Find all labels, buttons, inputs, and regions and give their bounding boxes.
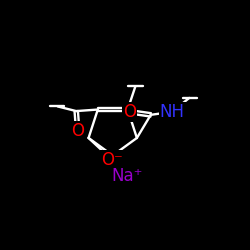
Text: O: O	[71, 122, 84, 140]
Text: O: O	[123, 103, 136, 121]
Text: Na⁺: Na⁺	[111, 168, 143, 186]
Text: NH: NH	[160, 103, 185, 121]
Text: O⁻: O⁻	[101, 150, 122, 168]
